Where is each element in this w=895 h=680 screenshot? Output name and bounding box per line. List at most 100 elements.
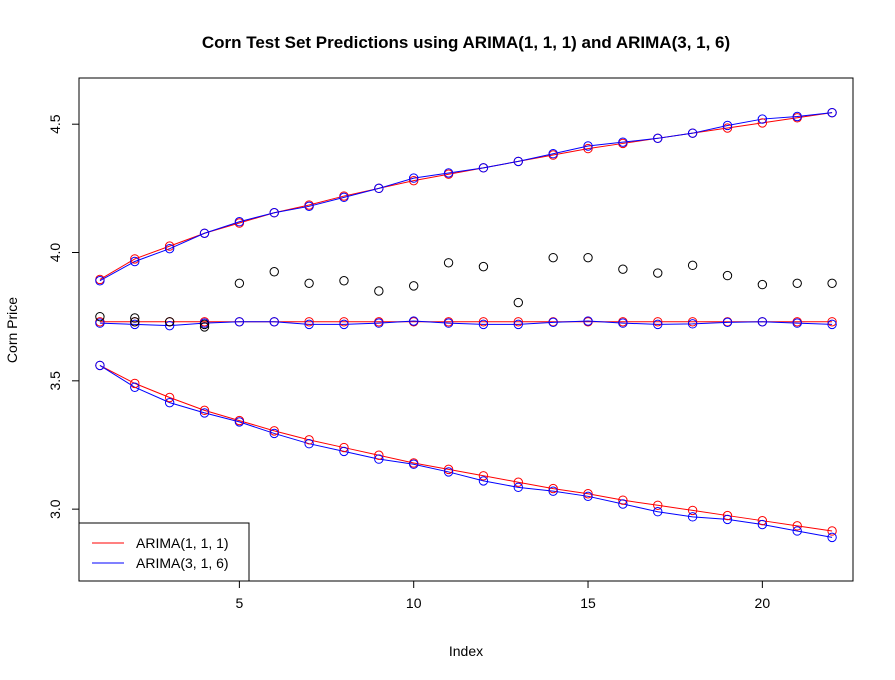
- series-2-lower-point: [443, 467, 454, 477]
- series-2-lower-point: [687, 512, 698, 522]
- series-2-lower-point: [95, 360, 105, 371]
- series-2-forecast-point: [722, 317, 733, 328]
- series-2-upper-point: [827, 107, 837, 118]
- series-2-upper-point: [757, 114, 768, 124]
- series-1-upper-point: [757, 118, 768, 128]
- series-2-lower-point: [374, 454, 384, 464]
- series-2-forecast-point: [757, 317, 768, 327]
- legend-box: [78, 522, 250, 582]
- series-2-upper-point: [339, 192, 349, 203]
- series-2-lower-point: [513, 482, 523, 493]
- points-layer: [95, 107, 837, 543]
- series-1-upper-point: [722, 123, 733, 133]
- actual-point: [130, 313, 140, 323]
- y-tick-label: 3.5: [47, 371, 63, 391]
- series-1-forecast-point: [827, 317, 837, 327]
- series-layer: [99, 112, 833, 538]
- chart-title: Corn Test Set Predictions using ARIMA(1,…: [202, 33, 730, 52]
- actual-point: [199, 319, 210, 330]
- series-2-forecast-point: [339, 319, 349, 330]
- series-2-forecast-point: [374, 318, 384, 328]
- y-axis: 3.0 3.5 4.0 4.5: [47, 114, 79, 519]
- x-tick-label: 5: [235, 595, 243, 611]
- y-tick-label: 3.0: [47, 499, 63, 519]
- series-2-forecast-point: [653, 319, 663, 330]
- series-2-lower-point: [722, 514, 733, 525]
- series-2-forecast-point: [827, 319, 837, 330]
- series-2-upper-point: [199, 228, 210, 238]
- series-2-upper-point: [164, 243, 175, 254]
- series-2-upper-point: [95, 276, 105, 286]
- series-2-upper-point: [374, 183, 384, 194]
- series-2-forecast-point: [478, 319, 489, 330]
- series-1-lower-point: [130, 378, 140, 389]
- x-tick-label: 20: [755, 595, 771, 611]
- actual-point: [164, 317, 175, 327]
- series-2-upper-line: [99, 112, 833, 282]
- series-2-lower-point: [304, 439, 314, 449]
- y-axis-label: Corn Price: [4, 297, 20, 363]
- series-1-lower-point: [722, 510, 733, 521]
- series-2-upper-point: [792, 111, 802, 122]
- series-2-lower-point: [130, 382, 140, 392]
- series-2-lower-point: [827, 532, 837, 543]
- series-2-lower-line: [99, 365, 833, 538]
- series-2-forecast-point: [130, 319, 140, 330]
- series-2-forecast-point: [687, 319, 698, 329]
- series-2-forecast-point: [164, 320, 175, 331]
- series-2-lower-point: [339, 446, 349, 457]
- actual-point: [618, 264, 628, 274]
- x-axis: 5 10 15 20: [235, 581, 770, 611]
- series-2: [99, 112, 833, 538]
- series-1-lower-point: [583, 489, 593, 499]
- series-2-upper-point: [234, 217, 245, 227]
- series-1-forecast-point: [339, 317, 349, 327]
- series-2-lower-point: [234, 417, 245, 427]
- actual-point: [130, 317, 140, 327]
- actual-point: [548, 252, 558, 263]
- series-1-forecast-point: [653, 317, 663, 327]
- series-2-upper-point: [304, 201, 314, 212]
- series-1-lower-point: [792, 521, 802, 531]
- legend: ARIMA(1, 1, 1) ARIMA(3, 1, 6): [78, 522, 250, 582]
- series-1-upper-point: [583, 143, 593, 154]
- x-tick-label: 15: [580, 595, 596, 611]
- series-1-forecast-point: [478, 317, 489, 327]
- series-2-forecast-point: [513, 319, 523, 330]
- series-1-lower-point: [618, 495, 628, 505]
- series-2-forecast-point: [618, 318, 628, 328]
- actual-point: [513, 297, 523, 308]
- series-2-forecast-point: [792, 318, 802, 328]
- x-axis-label: Index: [449, 643, 483, 659]
- actual-point: [95, 311, 105, 322]
- series-1-lower-point: [269, 426, 279, 436]
- actual-point: [374, 286, 384, 296]
- series-1-forecast-point: [304, 317, 314, 327]
- series-1-lower-point: [199, 405, 210, 416]
- series-2-lower-point: [269, 428, 279, 439]
- actual-point: [339, 276, 349, 286]
- series-1-upper-point: [409, 175, 419, 186]
- actual-point: [304, 278, 314, 289]
- series-1-lower-point: [757, 515, 768, 526]
- series-1-lower-point: [548, 483, 558, 494]
- series-2-upper-point: [513, 156, 523, 167]
- series-2-lower-point: [792, 526, 802, 536]
- series-2-lower-point: [199, 408, 210, 418]
- series-1-lower-point: [478, 471, 489, 481]
- y-tick-label: 4.5: [47, 114, 63, 134]
- series-1-upper-line: [99, 112, 833, 280]
- series-1-lower-point: [443, 464, 454, 475]
- actual-point: [722, 270, 733, 281]
- series-2-upper-point: [583, 141, 593, 151]
- actual-point: [827, 278, 837, 289]
- series-2-lower-point: [478, 476, 489, 486]
- series-1-lower-point: [339, 442, 349, 453]
- actual-point: [757, 279, 768, 290]
- legend-label-arima-3-1-6: ARIMA(3, 1, 6): [136, 555, 229, 571]
- legend-label-arima-1-1-1: ARIMA(1, 1, 1): [136, 535, 229, 551]
- actual-point: [234, 278, 245, 289]
- series-2-forecast-point: [269, 317, 279, 327]
- series-1-lower-point: [164, 392, 175, 403]
